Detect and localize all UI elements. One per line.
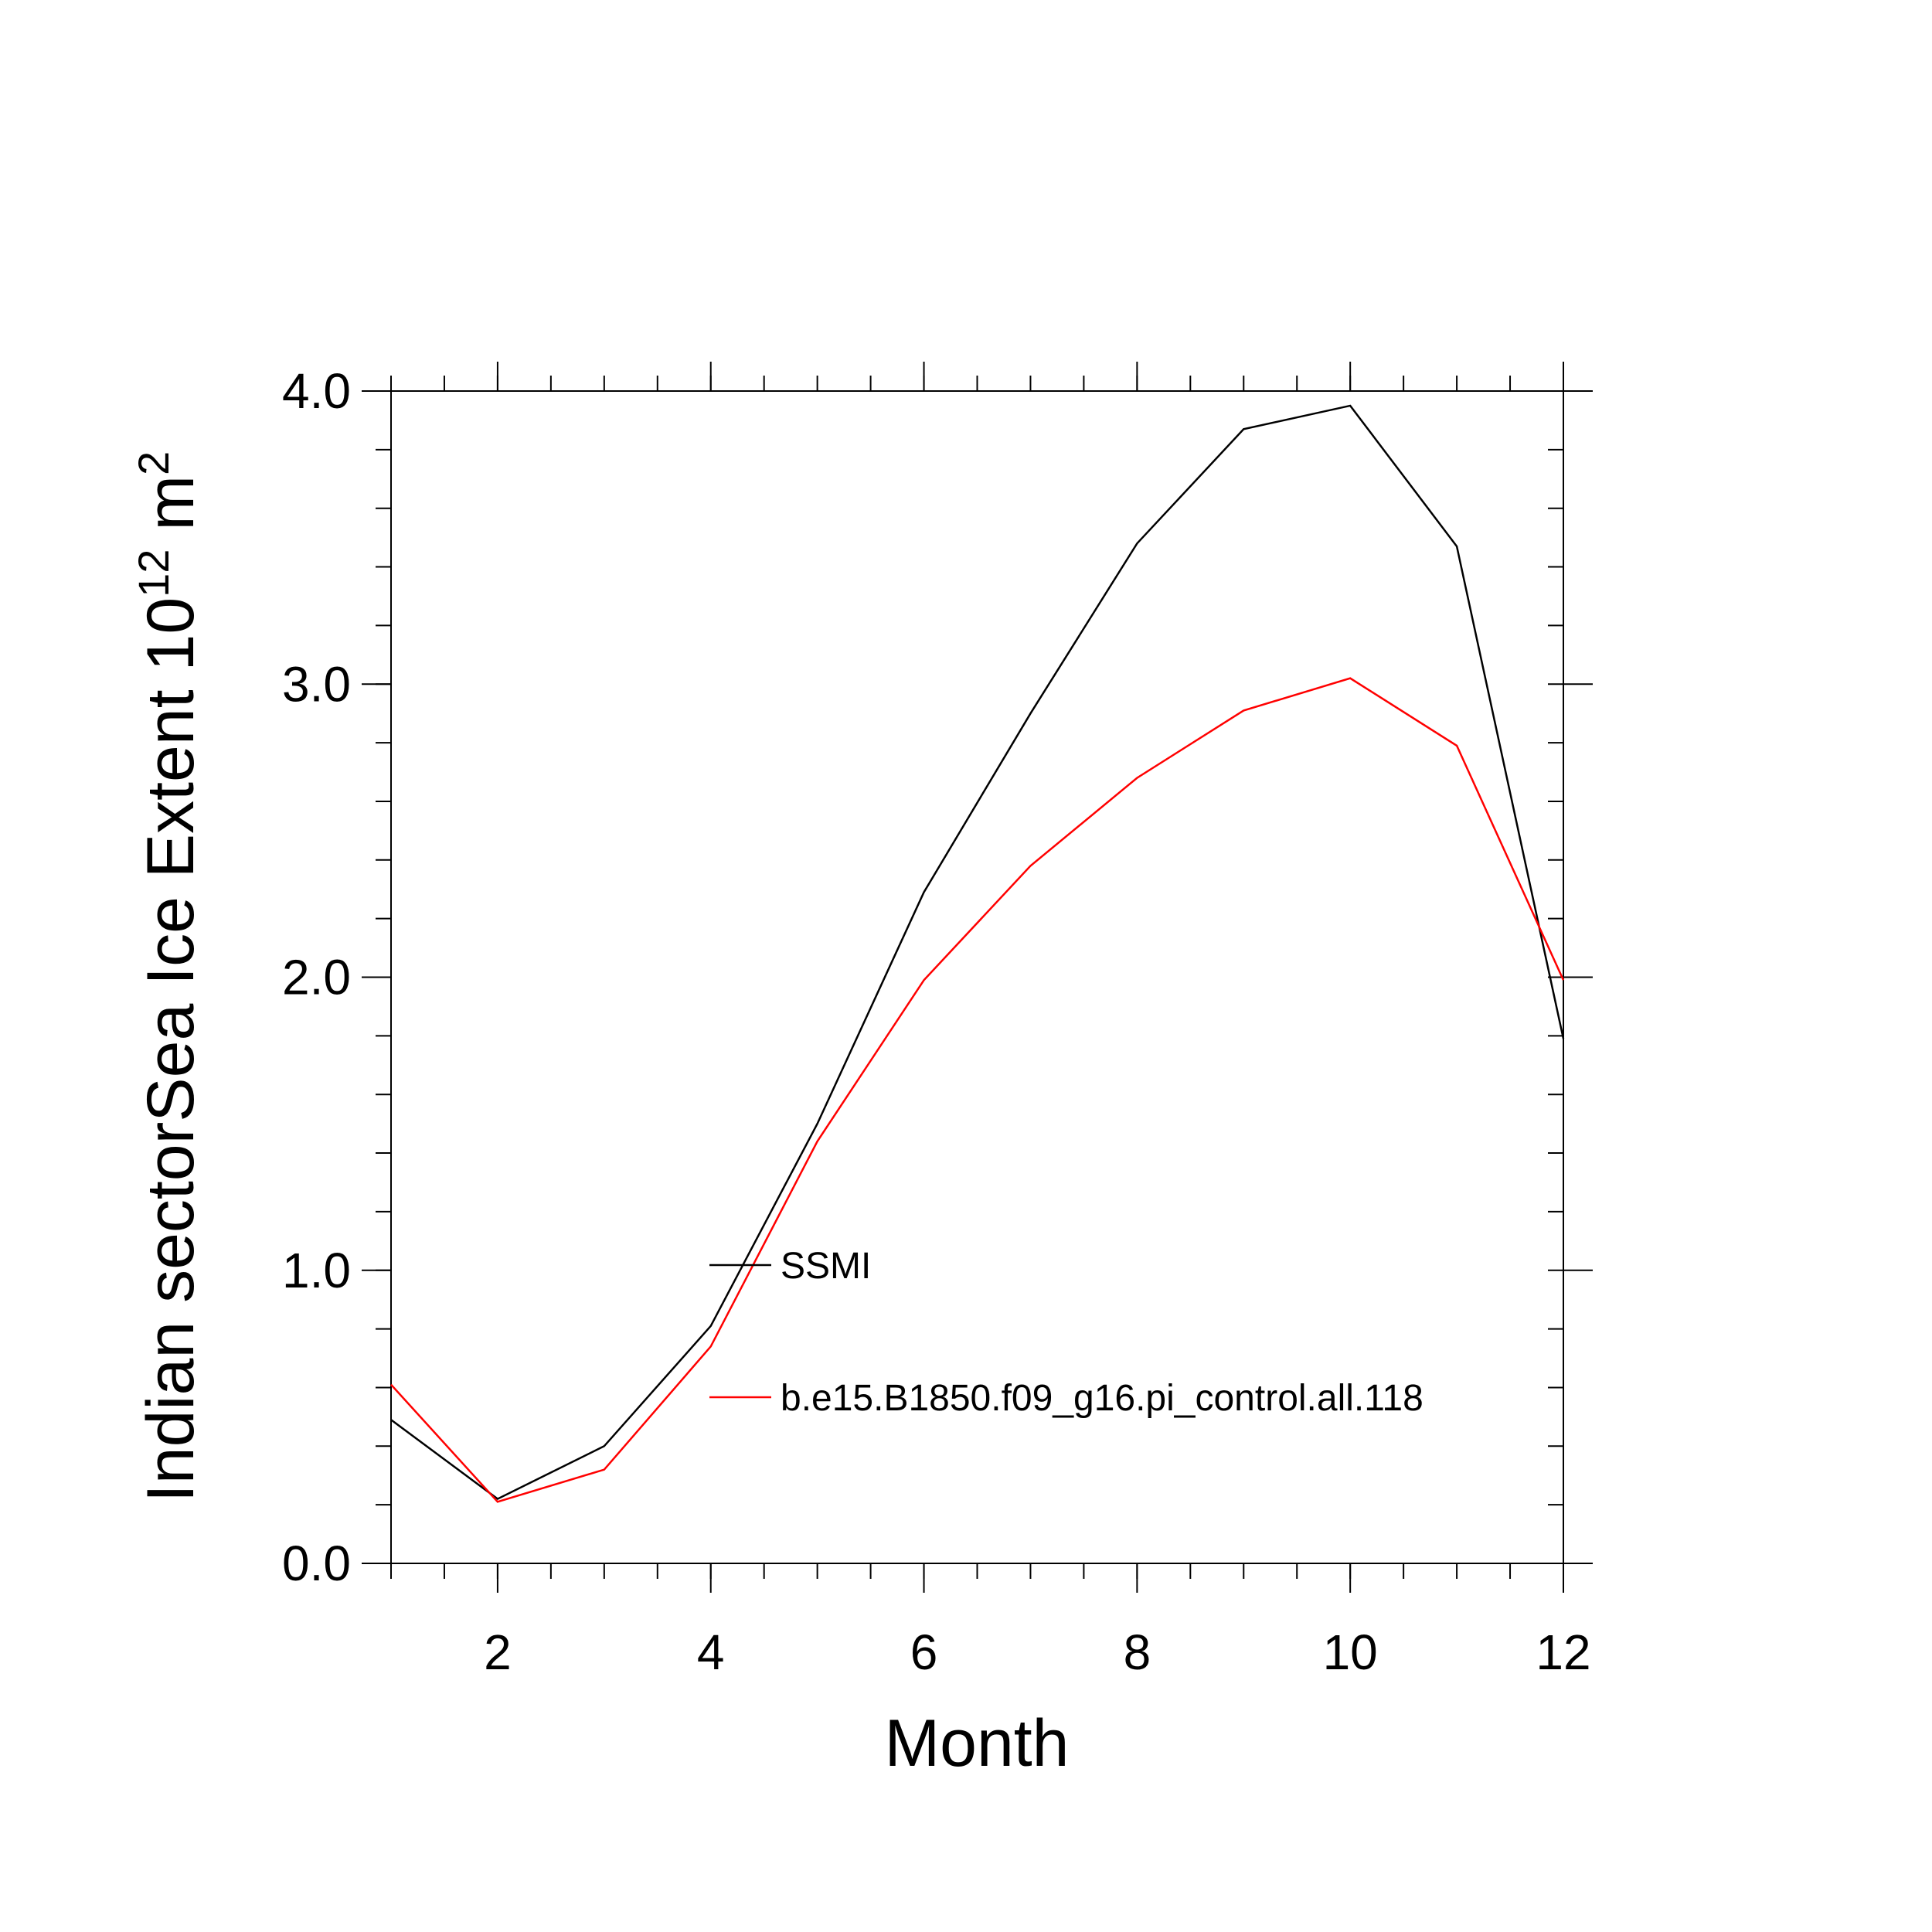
x-tick-label: 6: [910, 1624, 938, 1680]
major-ticks: [362, 362, 1593, 1593]
x-tick-label: 12: [1536, 1624, 1590, 1680]
series-line-ssmi: [390, 404, 1565, 1501]
legend-label-ssmi: SSMI: [781, 1246, 871, 1287]
x-tick-label: 8: [1124, 1624, 1151, 1680]
legend: SSMI b.e15.B1850.f09_g16.pi_control.all.…: [709, 1246, 1423, 1419]
y-tick-label: 1.0: [282, 1243, 351, 1298]
y-axis-title: Indian sectorSea Ice Extent 1012 m2: [129, 451, 208, 1502]
y-tick-label: 0.0: [282, 1536, 351, 1591]
y-tick-label: 2.0: [282, 950, 351, 1005]
x-tick-labels: 2 4 6 8 10 12: [484, 1624, 1590, 1680]
y-axis-title-unit: m: [134, 475, 208, 549]
x-tick-label: 2: [484, 1624, 512, 1680]
x-tick-label: 4: [697, 1624, 725, 1680]
legend-label-model: b.e15.B1850.f09_g16.pi_control.all.118: [781, 1378, 1423, 1419]
y-axis-title-main: Indian sectorSea Ice Extent 10: [134, 597, 208, 1502]
series-line-model: [390, 677, 1565, 1503]
plot-frame: [390, 390, 1564, 1564]
series-layer: [390, 404, 1565, 1503]
y-tick-labels: 0.0 1.0 2.0 3.0 4.0: [282, 363, 351, 1591]
y-axis-title-exponent: 12: [129, 549, 178, 597]
y-tick-label: 3.0: [282, 656, 351, 712]
y-axis-title-unit-exponent: 2: [129, 451, 178, 475]
x-tick-label: 10: [1323, 1624, 1378, 1680]
x-axis-title: Month: [884, 1706, 1069, 1781]
y-tick-label: 4.0: [282, 363, 351, 419]
